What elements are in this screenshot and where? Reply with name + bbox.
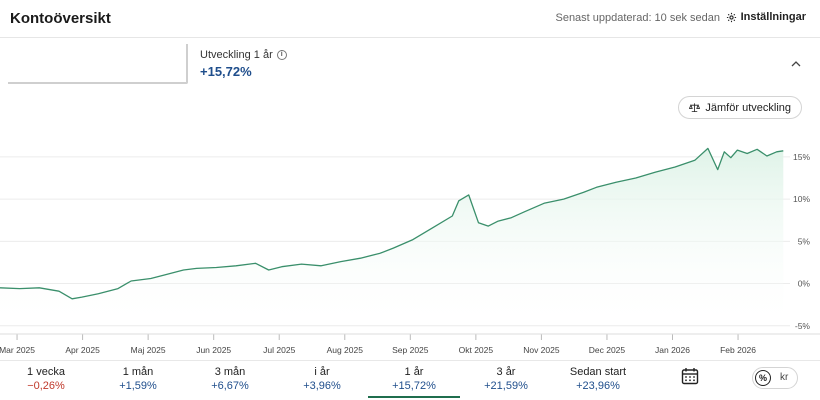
series-line (0, 147, 784, 300)
performance-value: +15,72% (200, 64, 252, 79)
x-tick-label: Dec 2025 (589, 345, 626, 355)
period-tab-value: +1,59% (119, 380, 157, 392)
period-tab-label: 1 år (404, 366, 424, 378)
x-tick-label: Jun 2025 (196, 345, 231, 355)
page-title: Kontoöversikt (10, 10, 111, 27)
page-header: Kontoöversikt Senast uppdaterad: 10 sek … (0, 0, 820, 38)
period-tab[interactable]: 1 mån +1,59% (92, 366, 184, 393)
x-tick-label: Sep 2025 (392, 345, 429, 355)
period-tab[interactable]: 1 vecka −0,26% (0, 366, 92, 393)
x-tick-label: Nov 2025 (523, 345, 560, 355)
x-tick-label: Jul 2025 (263, 345, 295, 355)
period-tabs: 1 vecka −0,26% 1 mån +1,59% 3 mån +6,67% i år +… (0, 360, 820, 400)
period-tab-label: 1 mån (122, 366, 154, 378)
unit-toggle[interactable]: % kr (752, 367, 798, 389)
y-tick-label: 5% (798, 236, 811, 246)
x-tick-label: Aug 2025 (327, 345, 364, 355)
period-tab-value: +15,72% (392, 380, 436, 392)
period-tab-value: +6,67% (211, 380, 249, 392)
compare-button-label: Jämför utveckling (705, 101, 791, 114)
period-tab[interactable]: 3 år +21,59% (460, 366, 552, 393)
y-tick-label: 0% (798, 279, 811, 289)
period-tab-value: +3,96% (303, 380, 341, 392)
performance-label-text: Utveckling 1 år (200, 49, 273, 61)
period-tab-value: +23,96% (576, 380, 620, 392)
period-tab-label: 3 år (496, 366, 516, 378)
period-tab[interactable]: i år +3,96% (276, 366, 368, 393)
settings-label: Inställningar (740, 11, 806, 23)
account-selector-box[interactable] (8, 44, 188, 84)
y-tick-label: 10% (793, 194, 810, 204)
x-tick-label: Maj 2025 (131, 345, 166, 355)
y-tick-label: -5% (795, 321, 811, 331)
chevron-up-icon[interactable] (790, 58, 802, 70)
x-tick-label: Mar 2025 (0, 345, 35, 355)
compare-performance-button[interactable]: Jämför utveckling (678, 96, 802, 119)
last-updated-text: Senast uppdaterad: 10 sek sedan (555, 12, 720, 24)
info-icon[interactable]: i (276, 50, 287, 60)
period-tab[interactable]: Sedan start +23,96% (552, 366, 644, 393)
period-tab[interactable]: 3 mån +6,67% (184, 366, 276, 393)
period-tab-label: Sedan start (569, 366, 627, 378)
period-tab-label: 3 mån (214, 366, 246, 378)
percent-option[interactable]: % (755, 370, 771, 386)
settings-button[interactable]: Inställningar (726, 11, 806, 23)
period-tab-label: i år (314, 366, 330, 378)
gear-icon (726, 12, 736, 22)
performance-chart: -5% 0% 5% 10% 15% Mar 2025 Apr 2025 Maj 2025 Ju… (0, 147, 820, 355)
y-tick-label: 15% (793, 152, 810, 162)
currency-option[interactable]: kr (780, 372, 789, 383)
scale-icon (689, 103, 701, 113)
performance-label: Utveckling 1 år i (200, 49, 287, 61)
period-tab-value: +21,59% (484, 380, 528, 392)
x-tick-label: Feb 2026 (720, 345, 756, 355)
series-area (0, 148, 784, 330)
x-tick-label: Apr 2025 (65, 345, 100, 355)
period-tab-label: 1 vecka (27, 366, 65, 378)
x-tick-label: Okt 2025 (459, 345, 494, 355)
x-tick-label: Jan 2026 (655, 345, 690, 355)
period-tab-value: −0,26% (27, 380, 65, 392)
period-tab[interactable]: 1 år +15,72% (368, 366, 460, 398)
calendar-icon[interactable] (681, 367, 699, 385)
